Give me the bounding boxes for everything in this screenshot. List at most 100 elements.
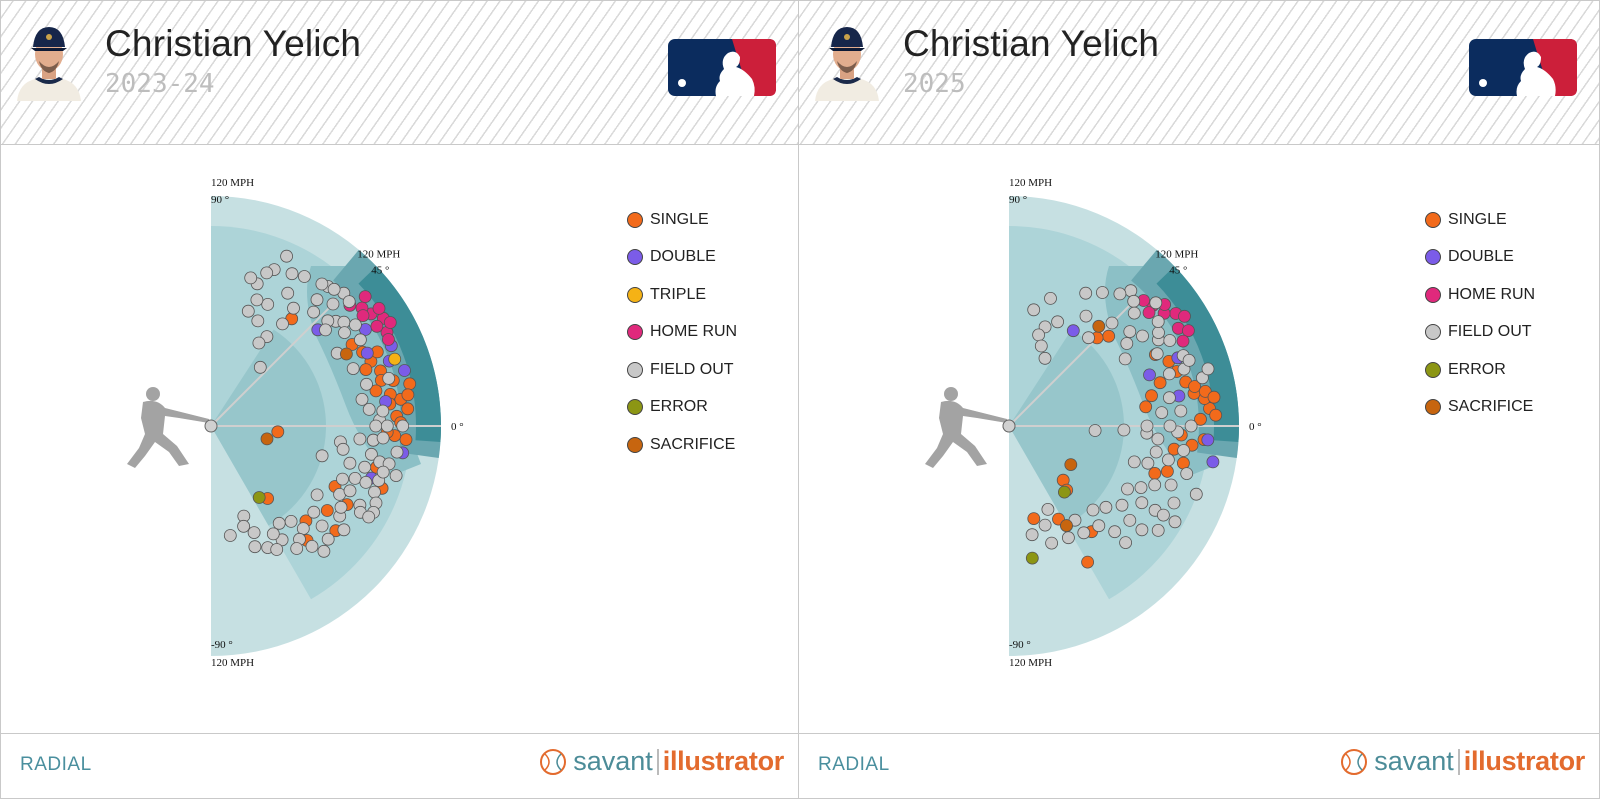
point-field-out[interactable] — [1141, 456, 1155, 470]
point-field-out[interactable] — [285, 267, 299, 281]
point-field-out[interactable] — [1135, 523, 1149, 537]
point-field-out[interactable] — [1177, 444, 1191, 457]
point-single[interactable] — [1139, 400, 1153, 414]
point-field-out[interactable] — [1135, 496, 1149, 510]
point-field-out[interactable] — [1088, 424, 1102, 437]
point-field-out[interactable] — [1201, 362, 1215, 376]
point-single[interactable] — [1027, 512, 1041, 526]
legend-item-triple[interactable]: TRIPLE — [627, 276, 737, 314]
point-single[interactable] — [399, 433, 413, 447]
point-field-out[interactable] — [1136, 329, 1149, 343]
point-double[interactable] — [1143, 368, 1156, 382]
point-field-out[interactable] — [327, 282, 341, 296]
point-field-out[interactable] — [1134, 481, 1148, 495]
point-field-out[interactable] — [1127, 294, 1141, 308]
point-field-out[interactable] — [348, 318, 362, 332]
point-field-out[interactable] — [353, 333, 367, 347]
legend-item-sacrifice[interactable]: SACRIFICE — [1425, 389, 1535, 427]
point-field-out[interactable] — [297, 270, 311, 283]
point-double[interactable] — [1066, 324, 1080, 338]
point-home-run[interactable] — [1181, 324, 1195, 338]
point-field-out[interactable] — [248, 540, 262, 554]
point-field-out[interactable] — [368, 485, 381, 499]
point-home-run[interactable] — [358, 290, 372, 304]
point-field-out[interactable] — [1025, 528, 1039, 542]
point-single[interactable] — [1209, 408, 1223, 422]
point-field-out[interactable] — [1127, 306, 1141, 320]
point-field-out[interactable] — [223, 529, 237, 542]
point-field-out[interactable] — [250, 293, 264, 307]
point-field-out[interactable] — [336, 442, 350, 456]
point-field-out[interactable] — [252, 336, 266, 350]
point-field-out[interactable] — [1045, 536, 1059, 550]
point-field-out[interactable] — [338, 326, 351, 340]
point-field-out[interactable] — [376, 465, 390, 479]
point-single[interactable] — [1145, 389, 1158, 403]
point-field-out[interactable] — [266, 527, 280, 541]
point-field-out[interactable] — [1151, 523, 1165, 537]
point-field-out[interactable] — [1079, 286, 1093, 300]
point-single[interactable] — [403, 377, 417, 391]
point-field-out[interactable] — [244, 271, 258, 285]
point-single[interactable] — [271, 425, 285, 439]
point-field-out[interactable] — [376, 431, 390, 445]
point-field-out[interactable] — [1167, 496, 1181, 510]
point-sacrifice[interactable] — [1060, 519, 1073, 533]
point-field-out[interactable] — [369, 419, 383, 433]
point-sacrifice[interactable] — [260, 432, 274, 446]
legend-item-error[interactable]: ERROR — [627, 389, 737, 427]
point-field-out[interactable] — [1092, 519, 1106, 533]
point-field-out[interactable] — [281, 286, 295, 300]
point-field-out[interactable] — [284, 514, 298, 528]
point-triple[interactable] — [388, 352, 402, 366]
point-single[interactable] — [1207, 390, 1221, 404]
point-field-out[interactable] — [1038, 518, 1052, 532]
point-error[interactable] — [252, 491, 266, 504]
point-double[interactable] — [398, 364, 411, 377]
point-single[interactable] — [1102, 329, 1116, 343]
point-field-out[interactable] — [1127, 455, 1141, 469]
point-field-out[interactable] — [1105, 316, 1119, 330]
point-field-out[interactable] — [1051, 315, 1065, 329]
point-field-out[interactable] — [396, 419, 410, 433]
point-field-out[interactable] — [1027, 303, 1041, 317]
point-field-out[interactable] — [1149, 296, 1163, 310]
point-home-run[interactable] — [372, 301, 386, 315]
point-field-out[interactable] — [1164, 478, 1178, 492]
legend-item-home-run[interactable]: HOME RUN — [1425, 276, 1535, 314]
point-field-out[interactable] — [1061, 531, 1075, 545]
point-field-out[interactable] — [315, 277, 329, 291]
point-field-out[interactable] — [275, 533, 289, 547]
point-field-out[interactable] — [296, 522, 310, 536]
point-field-out[interactable] — [1189, 487, 1203, 501]
point-field-out[interactable] — [1168, 515, 1182, 529]
point-field-out[interactable] — [382, 371, 396, 385]
point-field-out[interactable] — [280, 249, 294, 263]
legend-item-double[interactable]: DOUBLE — [1425, 239, 1535, 277]
point-field-out[interactable] — [1121, 482, 1134, 496]
point-field-out[interactable] — [1152, 326, 1165, 340]
point-home-run[interactable] — [356, 309, 370, 323]
point-field-out[interactable] — [276, 317, 289, 331]
point-single[interactable] — [369, 384, 383, 398]
point-field-out[interactable] — [1032, 328, 1046, 342]
point-field-out[interactable] — [1123, 513, 1137, 527]
point-single[interactable] — [1188, 380, 1202, 393]
point-field-out[interactable] — [362, 510, 376, 524]
point-field-out[interactable] — [343, 456, 357, 470]
point-field-out[interactable] — [1162, 391, 1176, 405]
point-field-out[interactable] — [1184, 419, 1198, 433]
point-field-out[interactable] — [337, 523, 351, 537]
point-sacrifice[interactable] — [339, 347, 353, 361]
point-sacrifice[interactable] — [1064, 458, 1078, 472]
point-field-out[interactable] — [307, 305, 321, 319]
point-home-run[interactable] — [370, 319, 384, 333]
point-field-out[interactable] — [310, 488, 324, 502]
point-field-out[interactable] — [1123, 325, 1137, 339]
point-field-out[interactable] — [1161, 453, 1175, 467]
point-field-out[interactable] — [247, 526, 261, 540]
point-single[interactable] — [1194, 412, 1207, 426]
point-field-out[interactable] — [321, 532, 335, 546]
point-field-out[interactable] — [1044, 291, 1057, 305]
point-field-out[interactable] — [307, 505, 321, 519]
